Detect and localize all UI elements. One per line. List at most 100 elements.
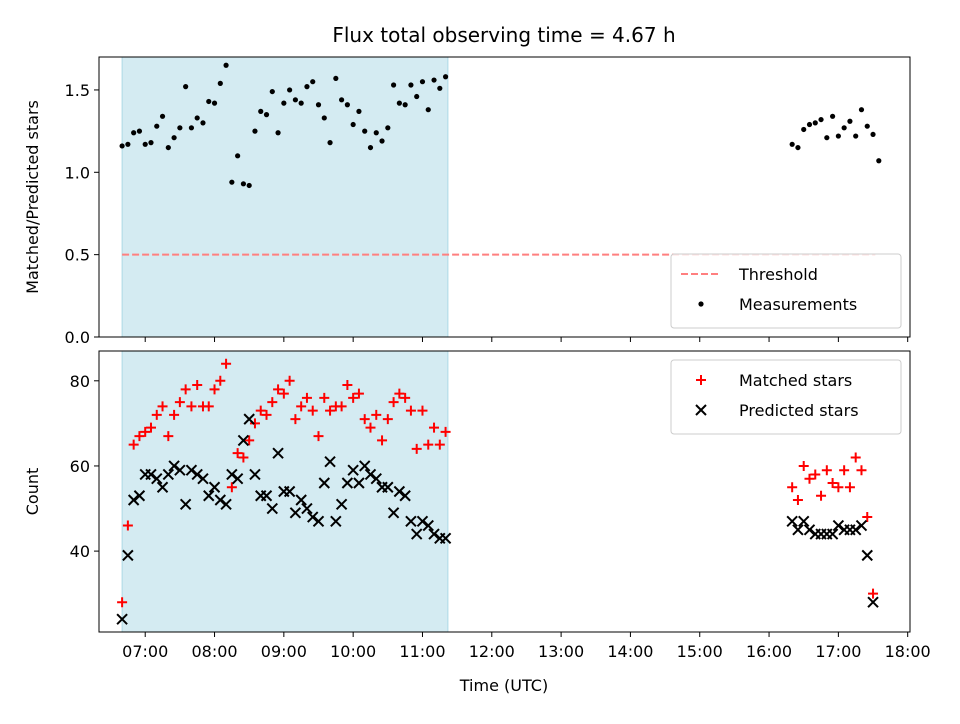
data-point xyxy=(405,405,416,416)
data-point xyxy=(194,115,200,121)
data-point xyxy=(127,494,140,506)
data-point xyxy=(388,397,399,408)
x-tick-label: 10:00 xyxy=(330,642,376,661)
data-point xyxy=(321,115,327,121)
data-point xyxy=(165,144,171,151)
data-point xyxy=(425,107,431,113)
data-point xyxy=(142,141,148,147)
data-point xyxy=(185,464,198,476)
data-point xyxy=(312,515,325,528)
data-point xyxy=(116,613,128,625)
data-point xyxy=(307,511,319,523)
data-point xyxy=(240,181,247,187)
y-tick-label: 0.5 xyxy=(65,246,90,265)
data-point xyxy=(787,482,798,493)
data-point xyxy=(789,141,795,147)
data-point xyxy=(335,498,348,510)
data-point xyxy=(220,498,232,510)
y-tick-label: 60 xyxy=(70,457,90,476)
data-point xyxy=(382,414,393,425)
data-point xyxy=(393,485,406,498)
data-point xyxy=(249,418,260,429)
data-point xyxy=(801,126,807,133)
x-tick-label: 13:00 xyxy=(538,642,584,661)
data-point xyxy=(792,495,803,506)
data-point xyxy=(298,100,304,106)
data-point xyxy=(140,426,151,437)
data-point xyxy=(131,130,137,136)
data-point xyxy=(850,452,861,463)
y-tick-label: 80 xyxy=(70,372,90,391)
data-point xyxy=(125,141,131,147)
data-point xyxy=(428,528,440,540)
data-point xyxy=(870,131,876,138)
data-point xyxy=(806,121,813,128)
data-point xyxy=(301,502,313,515)
data-point xyxy=(267,397,278,408)
data-point xyxy=(134,431,145,442)
data-point xyxy=(829,113,836,119)
data-point xyxy=(341,477,354,489)
data-point xyxy=(307,405,318,416)
data-point xyxy=(876,158,882,164)
x-tick-label: 15:00 xyxy=(677,642,723,661)
data-point xyxy=(434,439,445,450)
data-point xyxy=(310,79,316,85)
data-point xyxy=(362,128,368,134)
data-point xyxy=(868,588,879,599)
data-point xyxy=(209,384,220,395)
data-point xyxy=(197,473,209,485)
data-point xyxy=(188,125,195,131)
data-point xyxy=(359,414,370,425)
data-point xyxy=(154,123,160,129)
legend-label: Threshold xyxy=(738,265,818,284)
data-point xyxy=(431,77,437,83)
data-point xyxy=(174,397,185,408)
data-point xyxy=(350,121,356,128)
data-point xyxy=(186,401,197,412)
data-point xyxy=(319,392,330,403)
data-point xyxy=(353,388,364,399)
data-point xyxy=(841,125,847,131)
data-point xyxy=(373,130,379,136)
data-point xyxy=(423,439,434,450)
x-tick-label: 12:00 xyxy=(469,642,515,661)
data-point xyxy=(174,464,186,476)
data-point xyxy=(177,125,183,131)
data-point xyxy=(226,482,237,493)
data-point xyxy=(353,477,365,489)
data-point xyxy=(249,468,261,481)
data-point xyxy=(238,452,249,463)
data-point xyxy=(348,392,359,403)
legend-label: Predicted stars xyxy=(739,401,859,420)
data-point xyxy=(159,113,166,119)
data-point xyxy=(128,439,139,450)
data-point xyxy=(370,473,382,485)
data-point xyxy=(367,144,374,151)
axes-frame xyxy=(98,350,911,633)
data-point xyxy=(867,596,879,608)
data-point xyxy=(399,490,411,502)
data-point xyxy=(208,481,221,493)
data-point xyxy=(231,473,244,485)
data-point xyxy=(237,434,250,447)
data-point xyxy=(440,426,451,437)
x-tick-label: 18:00 xyxy=(885,642,931,661)
count-panel: 40 60 80 Count 07:00 08:00 09:00 10:00 11:00 12:0… xyxy=(23,350,931,661)
data-point xyxy=(402,102,408,108)
data-point xyxy=(156,481,169,493)
legend-label: Matched stars xyxy=(739,371,852,390)
data-point xyxy=(437,85,443,91)
data-point xyxy=(275,130,281,136)
x-tick-label: 07:00 xyxy=(122,642,168,661)
data-point xyxy=(261,409,272,420)
data-point xyxy=(226,468,238,481)
data-point xyxy=(287,87,293,93)
data-point xyxy=(855,519,868,532)
data-point xyxy=(827,477,838,488)
data-point xyxy=(273,384,284,395)
data-point xyxy=(832,519,845,532)
data-point xyxy=(382,481,394,493)
data-point xyxy=(429,422,440,433)
legend: Threshold Measurements xyxy=(670,253,902,329)
